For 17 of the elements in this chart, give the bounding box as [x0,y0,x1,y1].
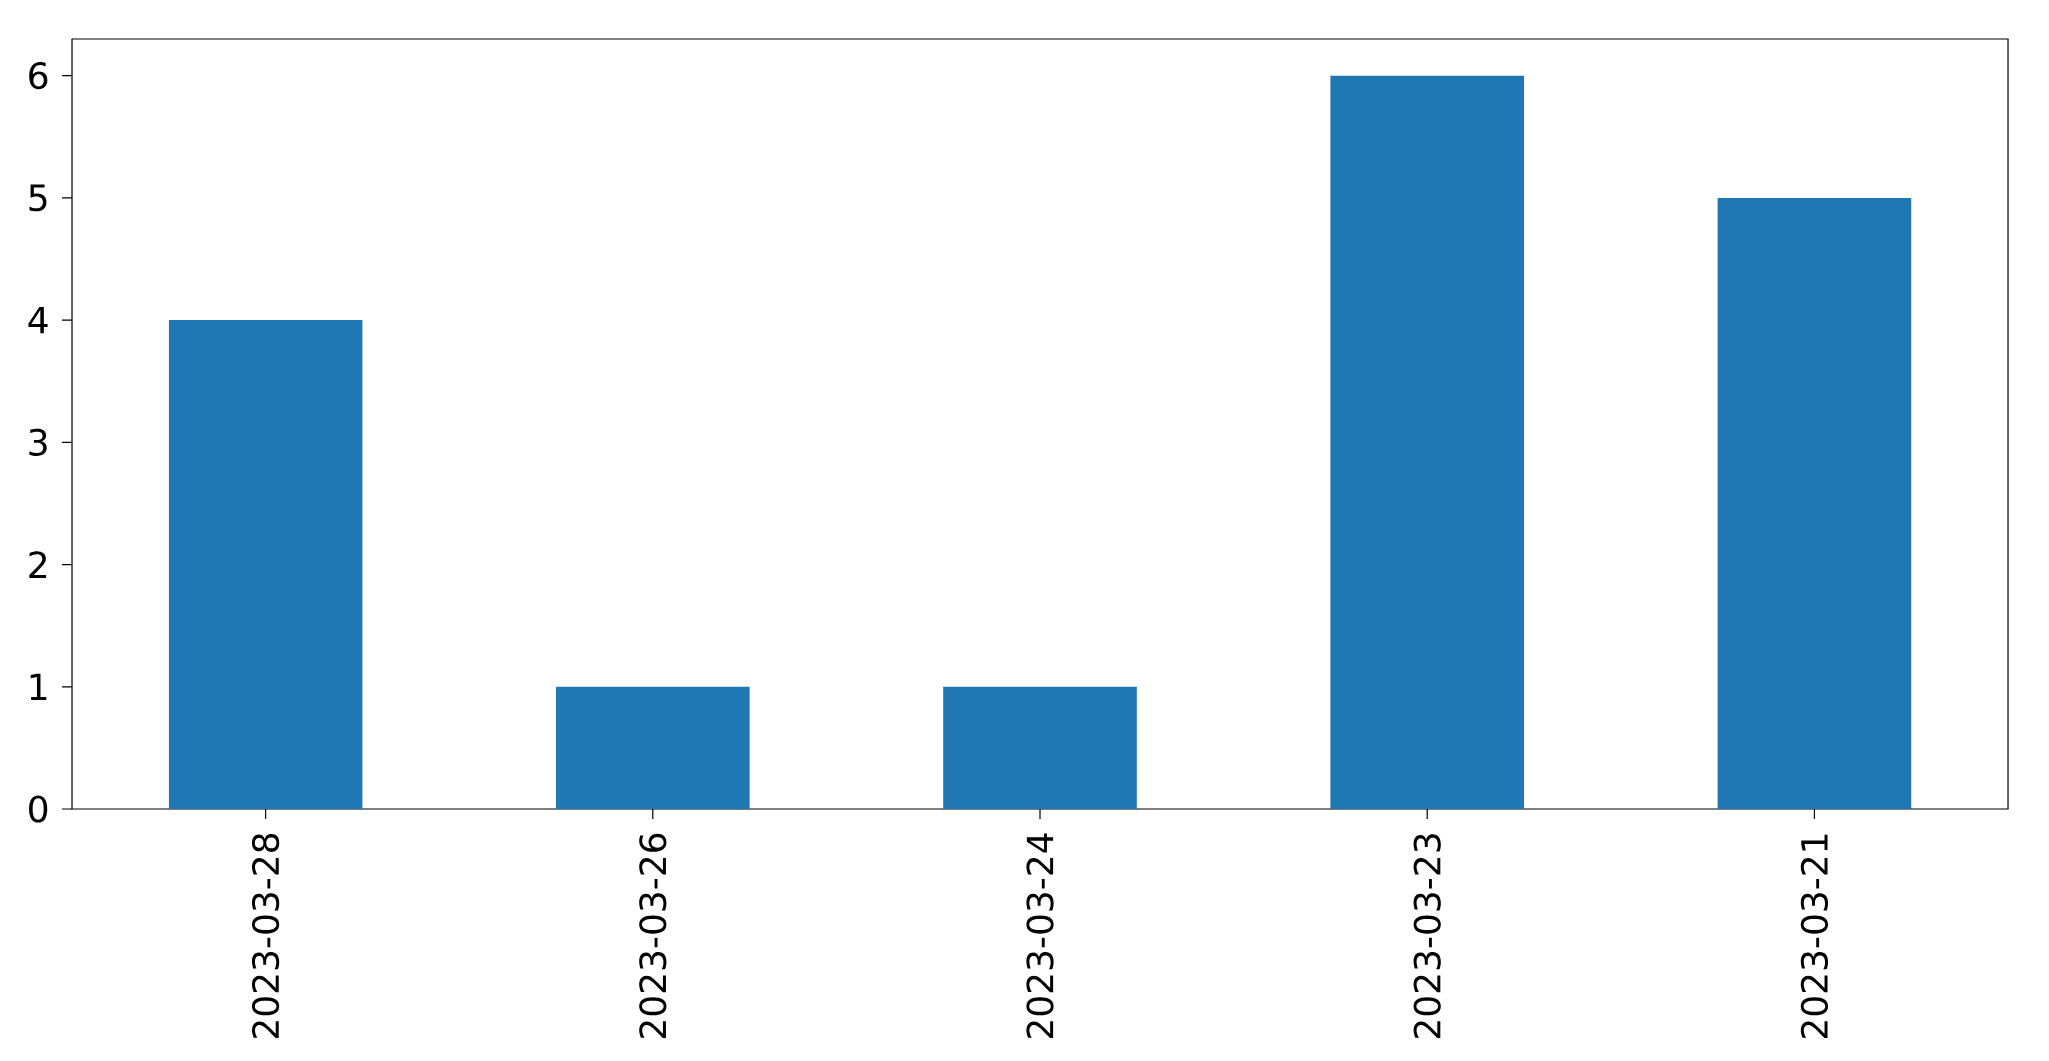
x-tick-label: 2023-03-23 [1413,834,1441,1038]
bar [168,320,363,809]
y-tick-label: 2 [29,551,46,578]
x-tick-label: 2023-03-21 [1800,834,1829,1038]
y-tick-label: 0 [29,795,48,823]
y-tick-label: 5 [29,184,47,212]
y-tick-label: 6 [29,62,48,90]
bar [943,686,1137,809]
x-tick-label: 2023-03-26 [639,833,667,1038]
bar [1717,197,1912,809]
x-tick-label: 2023-03-24 [1026,833,1054,1038]
bar [556,686,750,809]
y-tick-label: 3 [29,428,47,456]
bar [1330,75,1525,809]
y-tick-label: 4 [28,306,48,334]
x-tick-label: 2023-03-28 [251,833,280,1038]
y-tick-label: 1 [30,673,47,700]
